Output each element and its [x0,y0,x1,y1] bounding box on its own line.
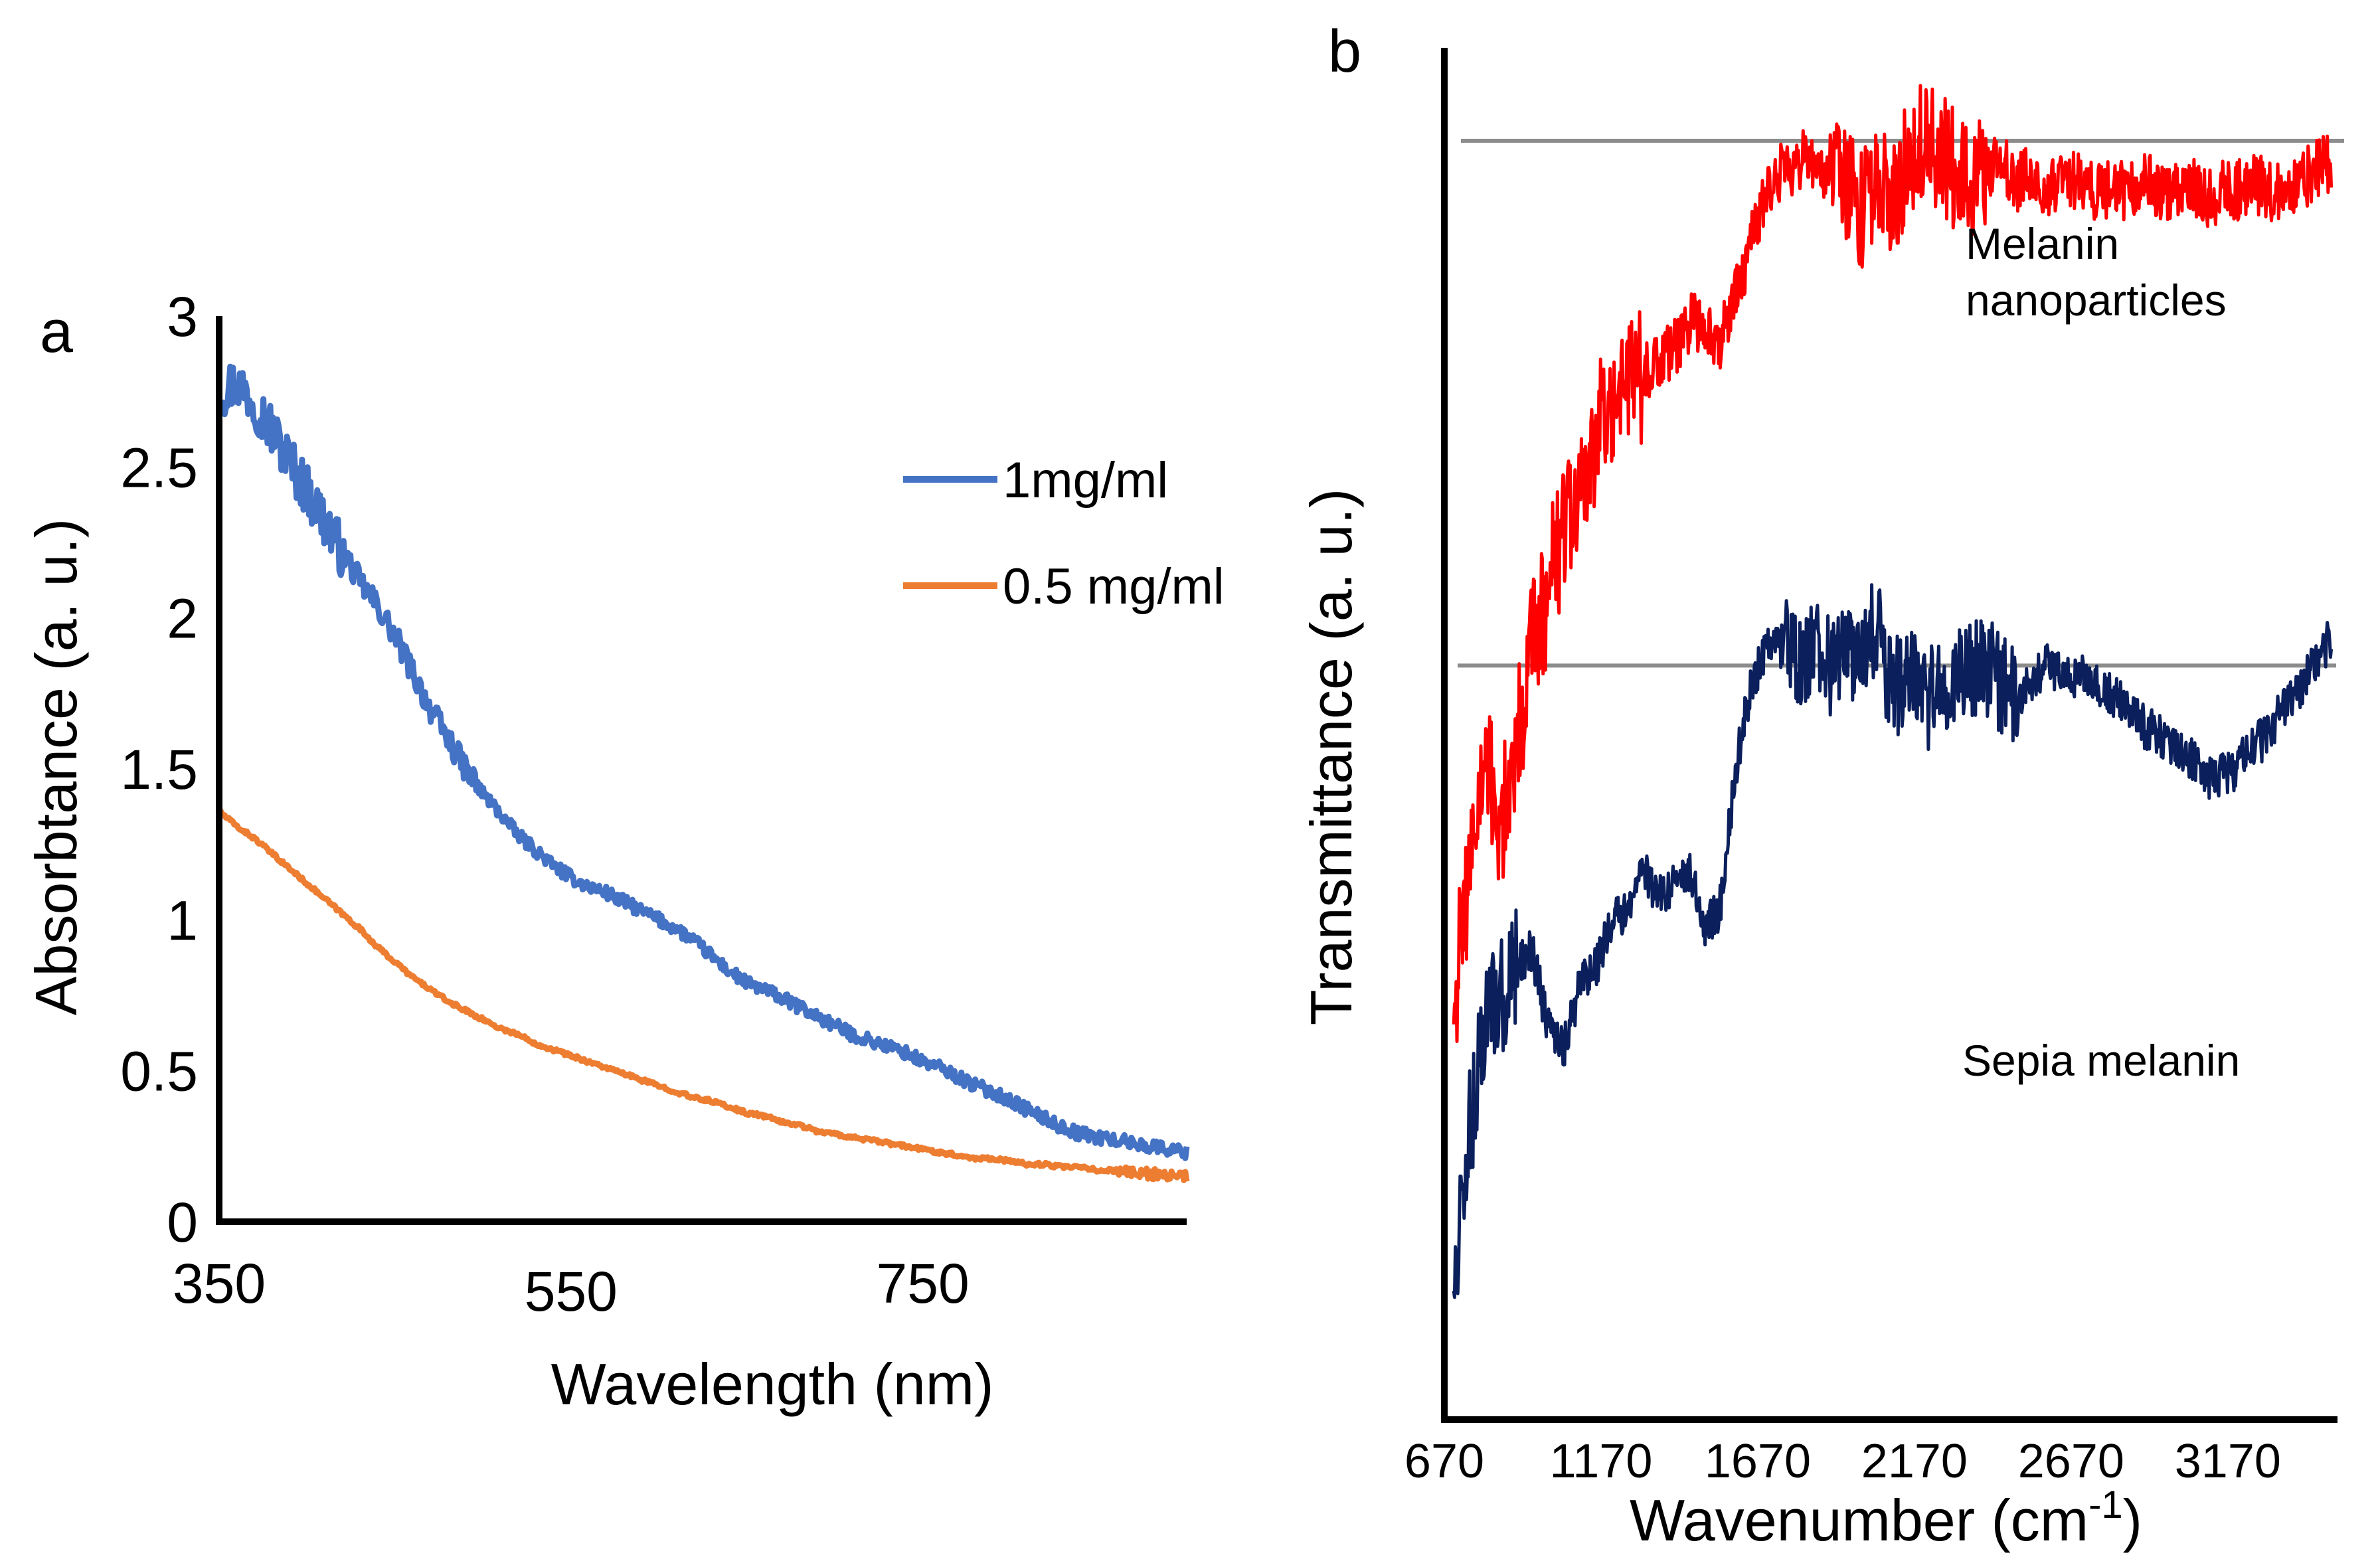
panel-a-y-tick-label: 1.5 [120,738,198,801]
panel-b-x-tick-label: 1670 [1705,1435,1811,1488]
panel-a-y-tick-labels: 0 0.5 1 1.5 2 2.5 3 [120,286,198,1254]
panel-a-x-tick-label: 550 [525,1260,618,1323]
panel-b-axes [1441,48,2338,1423]
panel-a-series [216,363,1190,1183]
panel-a-y-tick-label: 2 [167,588,198,650]
panel-b-x-tick-label: 3170 [2175,1435,2281,1488]
annotation-nanoparticles: nanoparticles [1966,276,2227,325]
panel-a-x-tick-label: 350 [173,1252,266,1315]
panel-b-x-axis-title: Wavenumber (cm-1) [1630,1483,2142,1553]
series-line-1mg-ml [216,363,1190,1161]
panel-b-x-tick-label: 1170 [1550,1435,1653,1488]
panel-a-x-tick-labels: 350 550 750 [173,1252,970,1323]
panel-a-y-tick-label: 1 [167,889,198,951]
legend-label-0-5mg-ml: 0.5 mg/ml [1003,558,1225,615]
annotation-melanin: Melanin [1966,219,2119,268]
panel-a-y-axis-title: Absorbtance (a. u.) [23,519,89,1015]
panel-b-y-axis-title: Transmittance (a. u.) [1298,489,1364,1026]
panel-a-legend: 1mg/ml 0.5 mg/ml [903,452,1225,615]
panel-a-label: a [40,299,74,365]
panel-b-label: b [1328,19,1361,85]
panel-b-x-tick-label: 2670 [2018,1435,2124,1488]
panel-b-chart: b 670 1170 1670 2170 2670 3170 Wavenumber (cm… [1298,19,2344,1553]
panel-a-y-tick-label: 0.5 [120,1040,198,1103]
panel-a-y-tick-label: 2.5 [120,436,198,499]
panel-b-x-tick-label: 670 [1404,1435,1484,1488]
series-line-melanin-nanoparticles [1452,84,2334,1043]
panel-b-x-tick-label: 2170 [1861,1435,1968,1488]
annotation-sepia-melanin: Sepia melanin [1962,1036,2240,1085]
series-line-0-5mg-ml [217,807,1190,1183]
panel-a-y-tick-label: 0 [167,1191,198,1254]
panel-a-y-tick-label: 3 [167,286,198,348]
panel-a-x-tick-label: 750 [877,1252,970,1315]
panel-b-x-tick-labels: 670 1170 1670 2170 2670 3170 [1404,1435,2281,1488]
panel-a-chart: a 0 0.5 1 1.5 2 2.5 3 350 550 750 Wavelength (nm… [23,286,1225,1417]
panel-b-series [1452,84,2334,1299]
panel-a-axes [216,316,1187,1225]
series-line-sepia-melanin [1452,583,2334,1299]
panel-a-x-axis-title: Wavelength (nm) [551,1351,994,1417]
legend-label-1mg-ml: 1mg/ml [1003,452,1168,509]
